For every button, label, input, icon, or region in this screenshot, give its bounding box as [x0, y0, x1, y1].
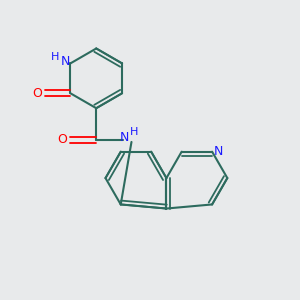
Text: N: N	[214, 145, 224, 158]
Text: H: H	[130, 127, 138, 137]
Text: N: N	[119, 131, 129, 144]
Text: O: O	[33, 87, 43, 100]
Text: N: N	[60, 56, 70, 68]
Text: O: O	[58, 133, 68, 146]
Text: H: H	[51, 52, 59, 62]
